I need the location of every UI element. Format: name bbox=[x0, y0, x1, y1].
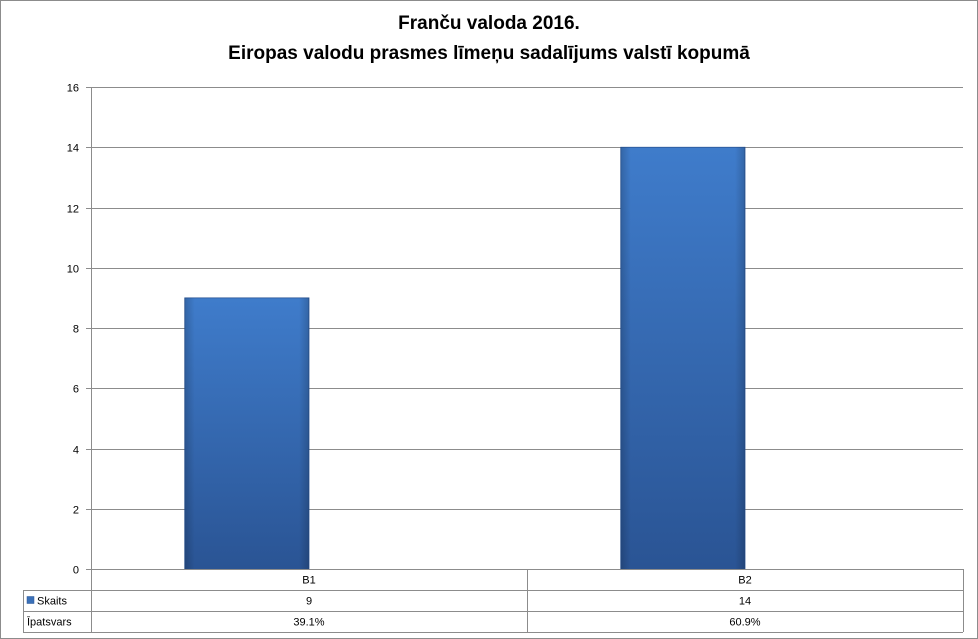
chart-title: Franču valoda 2016. bbox=[398, 13, 580, 34]
y-tick-label: 10 bbox=[67, 264, 79, 276]
table-row-label: Skaits bbox=[37, 596, 67, 608]
y-tick-label: 0 bbox=[73, 565, 79, 577]
table-row-label: Īpatsvars bbox=[27, 617, 72, 629]
category-label: B2 bbox=[738, 575, 751, 587]
y-tick-label: 2 bbox=[73, 505, 79, 517]
data-label: 9 bbox=[306, 596, 312, 608]
y-tick-label: 6 bbox=[73, 384, 79, 396]
y-tick-label: 8 bbox=[73, 324, 79, 336]
axes: 0 2 4 6 8 10 12 14 16 bbox=[67, 83, 92, 577]
y-tick-label: 4 bbox=[73, 445, 79, 457]
data-label: 60.9% bbox=[729, 617, 760, 629]
bars bbox=[184, 146, 746, 570]
data-label: 39.1% bbox=[293, 617, 324, 629]
data-table: B1 B2 Skaits 9 14 Īpatsvars 39.1% 60.9% bbox=[23, 569, 964, 633]
bar-shading bbox=[620, 147, 745, 569]
chart-subtitle: Eiropas valodu prasmes līmeņu sadalījums… bbox=[228, 43, 750, 64]
y-tick-label: 16 bbox=[67, 83, 79, 95]
bar-shading bbox=[184, 297, 309, 569]
y-tick-label: 14 bbox=[67, 143, 79, 155]
legend-key bbox=[26, 596, 35, 604]
category-label: B1 bbox=[302, 575, 315, 587]
y-tick-label: 12 bbox=[67, 204, 79, 216]
data-label: 14 bbox=[739, 596, 751, 608]
